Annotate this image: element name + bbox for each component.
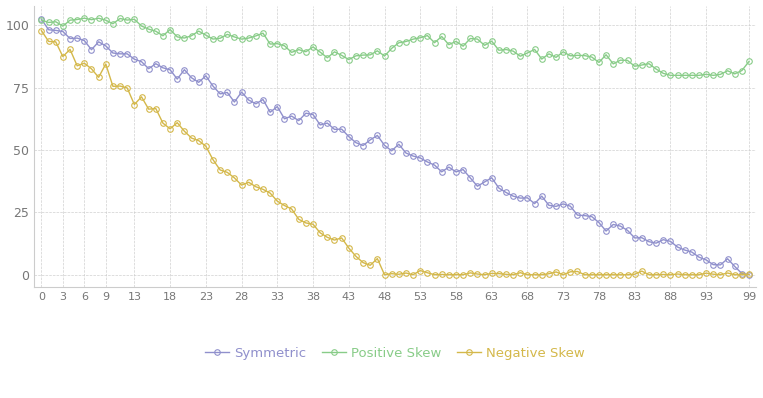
Positive Skew [37, 18, 46, 23]
Line: Symmetric: Symmetric [39, 16, 752, 277]
Line: Positive Skew: Positive Skew [39, 16, 752, 78]
Negative Skew [745, 272, 754, 277]
Negative Skew [408, 272, 417, 277]
Symmetric [709, 262, 718, 267]
Positive Skew [723, 68, 732, 73]
Positive Skew [745, 59, 754, 64]
Negative Skew [694, 272, 703, 277]
Symmetric [201, 73, 211, 78]
Symmetric [745, 272, 754, 277]
Line: Negative Skew: Negative Skew [39, 28, 752, 277]
Negative Skew [465, 271, 475, 275]
Positive Skew [80, 16, 89, 21]
Negative Skew [380, 272, 389, 277]
Symmetric [459, 167, 468, 172]
Negative Skew [172, 120, 182, 125]
Positive Skew [408, 37, 417, 41]
Positive Skew [465, 36, 475, 41]
Negative Skew [716, 272, 725, 277]
Positive Skew [208, 37, 217, 41]
Negative Skew [37, 28, 46, 33]
Symmetric [687, 250, 697, 254]
Symmetric [172, 77, 182, 82]
Legend: Symmetric, Positive Skew, Negative Skew: Symmetric, Positive Skew, Negative Skew [200, 341, 591, 365]
Positive Skew [666, 73, 675, 78]
Symmetric [37, 17, 46, 21]
Positive Skew [701, 72, 710, 77]
Symmetric [401, 150, 410, 155]
Negative Skew [201, 144, 211, 148]
Positive Skew [180, 36, 189, 41]
